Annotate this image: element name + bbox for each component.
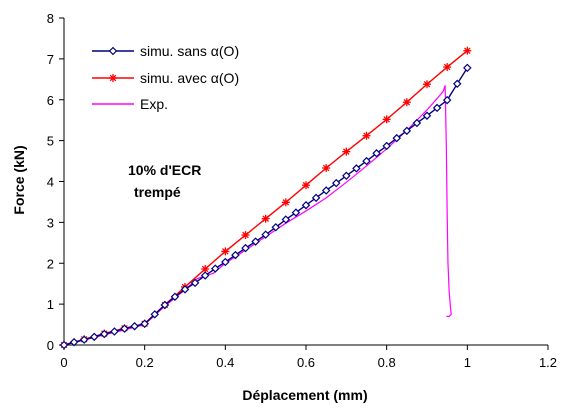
data-point — [251, 237, 260, 246]
y-tick-label: 2 — [47, 256, 54, 271]
y-tick-label: 8 — [47, 11, 54, 26]
y-tick-label: 5 — [47, 134, 54, 149]
x-tick-label: 0.8 — [378, 355, 396, 370]
data-point — [110, 327, 119, 336]
data-point — [402, 126, 412, 136]
data-point — [271, 223, 280, 232]
series-layer — [59, 46, 472, 350]
data-point — [291, 208, 301, 217]
x-tick-label: 0.2 — [136, 355, 154, 370]
data-point — [160, 300, 170, 310]
y-tick-label: 0 — [47, 338, 54, 353]
data-point — [423, 80, 431, 89]
data-point — [221, 247, 230, 256]
data-point — [463, 63, 472, 73]
y-tick-label: 3 — [47, 215, 54, 230]
data-point — [442, 95, 452, 105]
data-point — [100, 329, 109, 339]
data-point — [432, 103, 442, 113]
y-tick-label: 6 — [47, 93, 54, 108]
data-point — [453, 79, 462, 89]
data-point — [200, 271, 210, 280]
data-point — [190, 278, 200, 288]
annotation-line-1: 10% d'ECR — [128, 162, 201, 178]
data-point — [321, 186, 331, 195]
legend-item-2: Exp. — [92, 96, 168, 112]
data-point — [362, 131, 371, 140]
annotation-line-2: trempé — [134, 184, 181, 200]
data-point — [322, 164, 331, 173]
legend-swatch-marker — [108, 46, 118, 56]
y-tick-label: 4 — [47, 175, 54, 190]
y-axis-title: Force (kN) — [11, 145, 27, 214]
data-point — [69, 337, 79, 347]
series-0 — [59, 63, 472, 350]
data-point — [311, 193, 321, 203]
data-point — [443, 63, 452, 72]
series-line — [63, 67, 468, 346]
legend-swatch-marker — [109, 74, 117, 82]
legend-label: simu. sans α(O) — [140, 43, 239, 59]
data-point — [170, 292, 180, 302]
legend-item-1: simu. avec α(O) — [92, 70, 239, 86]
x-tick-label: 0 — [60, 355, 67, 370]
x-tick-label: 1.2 — [539, 355, 557, 370]
data-point — [392, 133, 401, 143]
series-line — [63, 85, 452, 346]
series-line — [63, 50, 468, 346]
data-point — [140, 319, 149, 328]
legend: simu. sans α(O) simu. avec α(O) Exp. — [92, 43, 239, 112]
data-point — [463, 46, 472, 55]
data-point — [342, 147, 351, 156]
data-point — [362, 156, 371, 166]
data-point — [241, 243, 250, 253]
data-point — [301, 200, 311, 210]
data-point — [302, 181, 310, 190]
y-tick-label: 1 — [47, 297, 54, 312]
data-point — [332, 178, 341, 188]
axes: 0 0.2 0.4 0.6 0.8 1 1.2 0 1 2 3 4 5 6 7 8 — [47, 11, 557, 370]
data-point — [352, 164, 361, 173]
data-point — [422, 111, 432, 120]
data-point — [130, 321, 139, 331]
legend-item-0: simu. sans α(O) — [92, 43, 239, 59]
data-point — [382, 141, 391, 151]
data-point — [402, 98, 411, 107]
x-tick-label: 1 — [464, 355, 471, 370]
legend-label: Exp. — [140, 96, 168, 112]
data-point — [241, 231, 250, 240]
data-point — [412, 118, 422, 128]
series-2 — [63, 85, 452, 346]
data-point — [372, 149, 381, 158]
data-point — [79, 335, 89, 344]
data-point — [90, 332, 99, 342]
x-axis-title: Déplacement (mm) — [242, 387, 367, 403]
x-tick-label: 0.4 — [216, 355, 234, 370]
legend-label: simu. avec α(O) — [140, 70, 239, 86]
x-tick-label: 0.6 — [297, 355, 315, 370]
data-point — [342, 171, 351, 181]
data-point — [231, 250, 240, 260]
data-point — [382, 115, 391, 124]
data-point — [180, 285, 190, 294]
data-point — [281, 215, 291, 224]
data-point — [261, 230, 270, 239]
data-point — [261, 214, 270, 223]
data-point — [59, 340, 69, 350]
data-point — [150, 310, 159, 319]
data-point — [120, 324, 129, 333]
data-point — [201, 264, 210, 273]
series-1 — [60, 46, 472, 349]
data-point — [281, 198, 290, 207]
y-tick-label: 7 — [47, 52, 54, 67]
data-point — [221, 257, 230, 267]
data-point — [211, 264, 220, 273]
